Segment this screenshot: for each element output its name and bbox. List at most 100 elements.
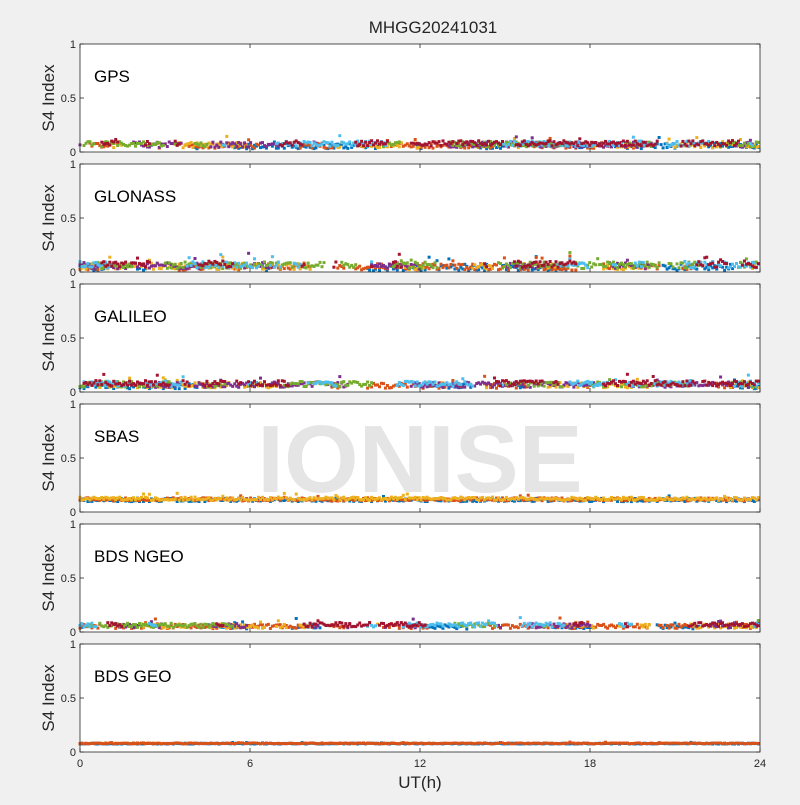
y-tick-label: 1 [70,159,76,171]
y-tick-label: 0.5 [61,453,76,465]
data-point [249,384,252,387]
data-point [378,385,381,388]
data-point [741,264,744,267]
data-point [697,260,700,263]
data-point [445,264,448,267]
data-point [507,143,510,146]
y-tick-label: 0.5 [61,213,76,225]
data-point [338,134,341,137]
data-point [166,145,169,148]
data-point [366,381,369,384]
data-point [283,380,286,383]
data-point [541,380,544,383]
data-point [533,385,536,388]
data-point [570,269,573,272]
data-point [358,143,361,146]
data-point [733,265,736,268]
data-point [691,139,694,142]
data-point [539,260,542,263]
data-point [108,261,111,264]
data-point [110,385,113,388]
data-point [368,384,371,387]
data-point [162,144,165,147]
data-point [362,144,365,147]
data-point [253,380,256,383]
data-point [354,263,357,266]
data-point [755,266,758,269]
data-point [640,144,643,147]
data-point [317,264,320,267]
panel-label: GALILEO [94,307,167,326]
data-point [664,380,667,383]
data-point [235,380,238,383]
y-tick-label: 0 [70,147,76,159]
data-point [656,140,659,143]
data-point [654,143,657,146]
data-point [503,256,506,259]
data-point [134,145,137,148]
data-point [584,499,587,502]
data-point [438,140,441,143]
data-point [584,264,587,267]
data-point [136,266,139,269]
y-axis-label: S4 Index [39,184,58,252]
data-point [174,387,177,390]
data-point [735,380,738,383]
data-point [203,384,206,387]
data-point [687,140,690,143]
data-point [184,261,187,264]
data-point [128,387,131,390]
data-point [689,142,692,145]
data-point [668,627,671,630]
data-point [703,380,706,383]
data-point [449,263,452,266]
data-point [493,377,496,380]
data-point [553,264,556,267]
data-point [749,139,752,142]
data-point [604,265,607,268]
data-point [178,143,181,146]
data-point [394,260,397,263]
data-point [568,251,571,254]
axes-background [80,44,760,152]
data-point [182,375,185,378]
data-point [112,146,115,149]
data-point [124,261,127,264]
data-point [190,141,193,144]
data-point [98,379,101,382]
y-axis-label: S4 Index [39,424,58,492]
data-point [646,379,649,382]
data-point [616,266,619,269]
data-point [549,260,552,263]
data-point [134,384,137,387]
data-point [644,264,647,267]
data-point [527,140,530,143]
data-point [535,380,538,383]
data-point [574,262,577,265]
data-point [636,623,639,626]
data-point [144,144,147,147]
data-point [612,379,615,382]
data-point [142,493,145,496]
data-point [594,263,597,266]
data-point [309,141,312,144]
data-point [225,135,228,138]
data-point [116,263,119,266]
data-point [336,267,339,270]
data-point [699,146,702,149]
data-point [733,385,736,388]
data-point [332,266,335,269]
data-point [94,379,97,382]
data-point [713,382,716,385]
data-point [434,381,437,384]
data-point [253,147,256,150]
data-point [416,262,419,265]
data-point [386,267,389,270]
data-point [188,384,191,387]
data-point [279,265,282,268]
data-point [178,384,181,387]
data-point [83,385,86,388]
data-point [630,262,633,265]
